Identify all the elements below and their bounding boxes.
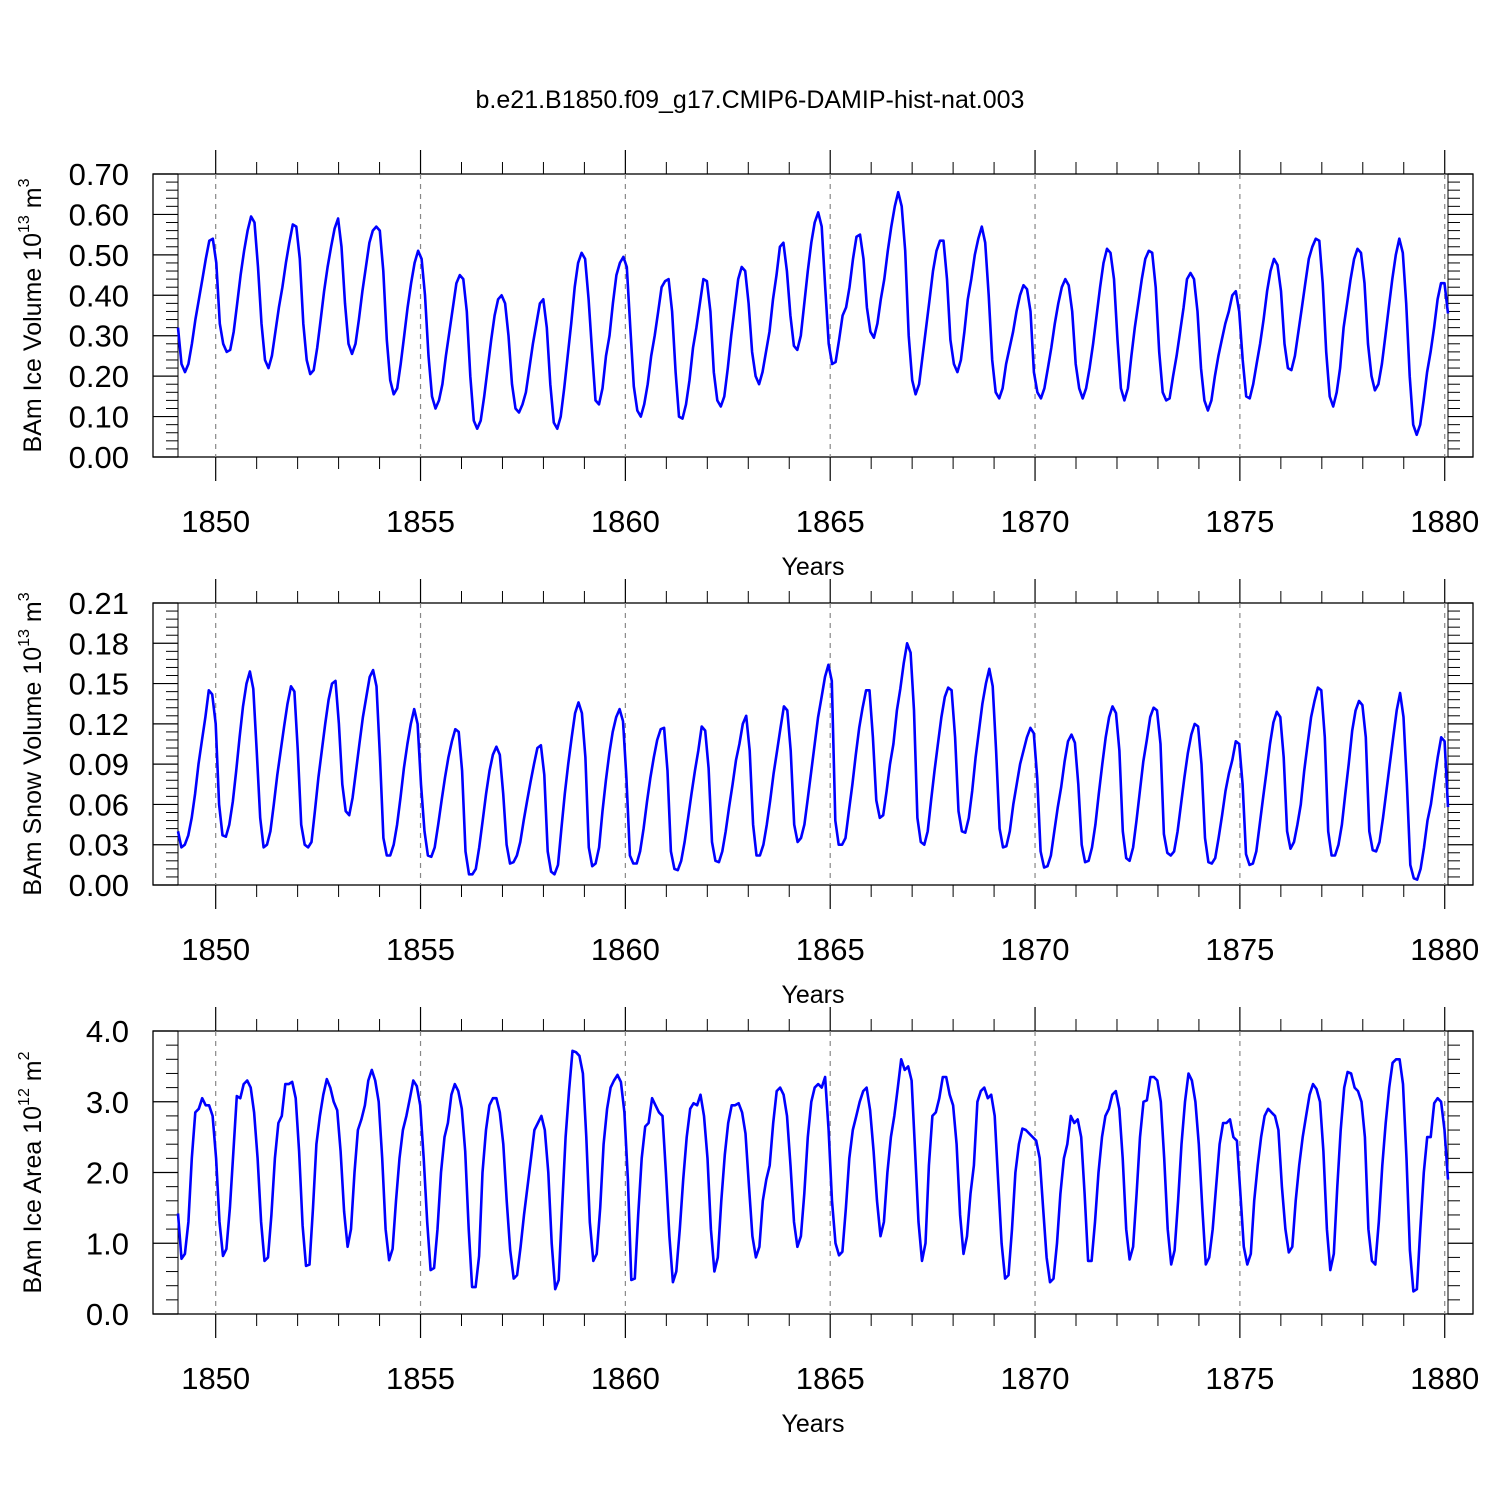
y-axis-title: BAm Snow Volume 1013 m3: [16, 592, 47, 895]
y-tick-label: 4.0: [86, 1014, 129, 1049]
x-tick-label: 1850: [181, 932, 250, 967]
series-line: [176, 1049, 1450, 1293]
y-tick-label: 0.20: [69, 359, 129, 394]
x-tick-label: 1860: [591, 1361, 660, 1396]
y-axis-title: BAm Ice Volume 1013 m3: [16, 178, 47, 452]
plot-frame: [152, 173, 1474, 458]
x-tick-label: 1855: [386, 1361, 455, 1396]
y-axis-title-prefix: BAm Snow Volume 10: [19, 647, 47, 896]
y-tick-label: 1.0: [86, 1226, 129, 1261]
y-axis-title-unit-exponent: 3: [16, 592, 33, 601]
y-axis-title: BAm Ice Area 1012 m2: [16, 1051, 47, 1293]
y-tick-label: 0.21: [69, 586, 129, 621]
y-tick-label: 3.0: [86, 1085, 129, 1120]
y-tick-label: 0.12: [69, 707, 129, 742]
panel-ice-area: 1850 1855 1860 1865 1870 1875 1880 0.0 1.0 2.0 3.0…: [16, 1007, 1479, 1438]
y-tick-label: 0.10: [69, 400, 129, 435]
y-tick-label: 0.60: [69, 197, 129, 232]
x-axis-title: Years: [781, 1410, 844, 1438]
y-tick-label: 0.06: [69, 787, 129, 822]
plot-frame: [152, 602, 1474, 886]
y-tick-label: 0.18: [69, 626, 129, 661]
y-axis-title-unit: m: [19, 601, 47, 629]
y-tick-label: 0.00: [69, 440, 129, 475]
y-tick-label: 0.15: [69, 667, 129, 702]
x-tick-label: 1880: [1410, 504, 1479, 539]
x-tick-label: 1870: [1001, 1361, 1070, 1396]
x-tick-label: 1870: [1001, 504, 1070, 539]
y-tick-label: 0.40: [69, 278, 129, 313]
y-tick-label: 0.0: [86, 1297, 129, 1332]
y-axis-title-exponent: 12: [16, 1088, 33, 1106]
y-tick-label: 0.50: [69, 238, 129, 273]
x-tick-label: 1860: [591, 932, 660, 967]
x-axis-title: Years: [781, 981, 844, 1009]
y-axis-title-unit: m: [19, 1060, 47, 1088]
y-axis-title-unit-exponent: 3: [16, 178, 33, 187]
x-tick-label: 1850: [181, 1361, 250, 1396]
x-tick-label: 1855: [386, 504, 455, 539]
x-tick-label: 1855: [386, 932, 455, 967]
y-axis-title-prefix: BAm Ice Volume 10: [19, 233, 47, 453]
x-axis-title: Years: [781, 553, 844, 581]
x-tick-label: 1865: [796, 932, 865, 967]
y-tick-label: 0.00: [69, 868, 129, 903]
plot-frame: [152, 1030, 1474, 1315]
x-tick-label: 1865: [796, 504, 865, 539]
series-line: [176, 641, 1450, 881]
y-axis-title-exponent: 13: [16, 215, 33, 233]
y-tick-label: 0.30: [69, 319, 129, 354]
y-axis-title-unit-exponent: 2: [16, 1051, 33, 1060]
y-tick-label: 0.09: [69, 747, 129, 782]
panel-ice-volume: 1850 1855 1860 1865 1870 1875 1880 0.00 0.10 0.20…: [16, 150, 1479, 581]
y-axis-title-unit: m: [19, 187, 47, 215]
x-tick-label: 1880: [1410, 1361, 1479, 1396]
x-tick-label: 1875: [1205, 932, 1274, 967]
x-tick-label: 1880: [1410, 932, 1479, 967]
x-tick-label: 1860: [591, 504, 660, 539]
x-tick-label: 1875: [1205, 1361, 1274, 1396]
x-tick-label: 1850: [181, 504, 250, 539]
page-title: b.e21.B1850.f09_g17.CMIP6-DAMIP-hist-nat…: [475, 86, 1025, 114]
x-tick-label: 1865: [796, 1361, 865, 1396]
series-line: [176, 190, 1450, 437]
x-tick-label: 1875: [1205, 504, 1274, 539]
y-axis-title-prefix: BAm Ice Area 10: [19, 1106, 47, 1294]
y-axis-title-exponent: 13: [16, 629, 33, 647]
y-tick-label: 0.03: [69, 828, 129, 863]
panel-snow-volume: 1850 1855 1860 1865 1870 1875 1880 0.00 0.03 0.06…: [16, 579, 1479, 1009]
y-tick-label: 2.0: [86, 1156, 129, 1191]
y-tick-label: 0.70: [69, 157, 129, 192]
x-tick-label: 1870: [1001, 932, 1070, 967]
